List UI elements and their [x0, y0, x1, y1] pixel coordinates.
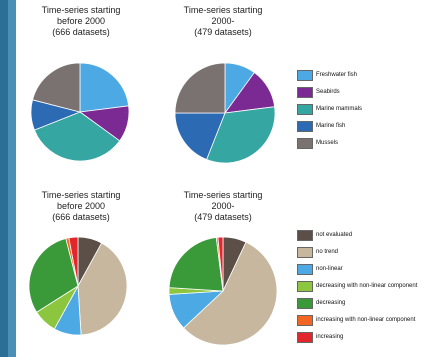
- pie-chart-bottom-left: [28, 236, 128, 336]
- pie-slice-marine-mammals: [33, 111, 121, 162]
- legend-swatch: [297, 230, 313, 241]
- legend-label: Marine fish: [316, 123, 346, 129]
- legend-label: decreasing: [316, 300, 346, 306]
- chart-title-top-right: Time-series starting 2000- (479 datasets…: [163, 5, 283, 38]
- legend-label: Freshwater fish: [316, 72, 358, 78]
- pie-slice-increasing: [68, 236, 79, 287]
- trend-legend: not evaluated no trend non-linear decrea…: [297, 230, 425, 346]
- legend-label: increasing: [316, 334, 344, 340]
- pie-slice-mussels: [32, 62, 81, 113]
- legend-swatch: [297, 121, 313, 132]
- legend-label: Seabirds: [316, 89, 340, 95]
- pie-slice-decreasing: [168, 236, 224, 292]
- title-line: Time-series starting: [41, 5, 121, 15]
- chart-title-top-left: Time-series starting before 2000 (666 da…: [21, 5, 141, 38]
- pie-slice-mussels: [174, 62, 226, 114]
- title-line: (479 datasets): [194, 212, 252, 222]
- legend-label: Mussels: [316, 140, 339, 146]
- title-line: 2000-: [211, 201, 235, 211]
- legend-label: non-linear: [316, 266, 343, 272]
- legend-swatch: [297, 87, 313, 98]
- pie-slice-no-trend: [77, 242, 128, 336]
- legend-swatch: [297, 70, 313, 81]
- legend-swatch: [297, 247, 313, 258]
- legend-swatch: [297, 104, 313, 115]
- legend-swatch: [297, 138, 313, 149]
- pie-slice-marine-fish: [174, 112, 226, 161]
- legend-swatch: [297, 281, 313, 292]
- pie-slice-increasing: [217, 236, 224, 292]
- title-line: Time-series starting: [183, 5, 263, 15]
- title-line: Time-series starting: [41, 190, 121, 200]
- pie-slice-marine-mammals: [206, 106, 276, 164]
- legend-label: not evaluated: [316, 232, 353, 238]
- title-line: (666 datasets): [52, 212, 110, 222]
- title-line: before 2000: [56, 16, 106, 26]
- title-line: (666 datasets): [52, 27, 110, 37]
- side-stripe: [8, 0, 16, 357]
- pie-slice-decreasing: [28, 238, 79, 313]
- legend-label: increasing with non-linear component: [316, 317, 416, 323]
- title-line: Time-series starting: [183, 190, 263, 200]
- legend-swatch: [297, 332, 313, 343]
- pie-slice-freshwater-fish: [79, 62, 130, 113]
- title-line: (479 datasets): [194, 27, 252, 37]
- pie-chart-bottom-right: [168, 236, 278, 346]
- legend-swatch: [297, 264, 313, 275]
- chart-title-bottom-right: Time-series starting 2000- (479 datasets…: [163, 190, 283, 223]
- chart-title-bottom-left: Time-series starting before 2000 (666 da…: [21, 190, 141, 223]
- pie-chart-top-left: [30, 62, 130, 162]
- title-line: before 2000: [56, 201, 106, 211]
- legend-swatch: [297, 298, 313, 309]
- title-line: 2000-: [211, 16, 235, 26]
- species-legend: Freshwater fish Seabirds Marine mammals …: [297, 70, 417, 150]
- legend-label: decreasing with non-linear component: [316, 283, 418, 289]
- legend-label: Marine mammals: [316, 106, 363, 112]
- pie-slice-no-trend: [183, 241, 278, 346]
- pie-chart-top-right: [174, 62, 276, 164]
- legend-label: no trend: [316, 249, 339, 255]
- legend-swatch: [297, 315, 313, 326]
